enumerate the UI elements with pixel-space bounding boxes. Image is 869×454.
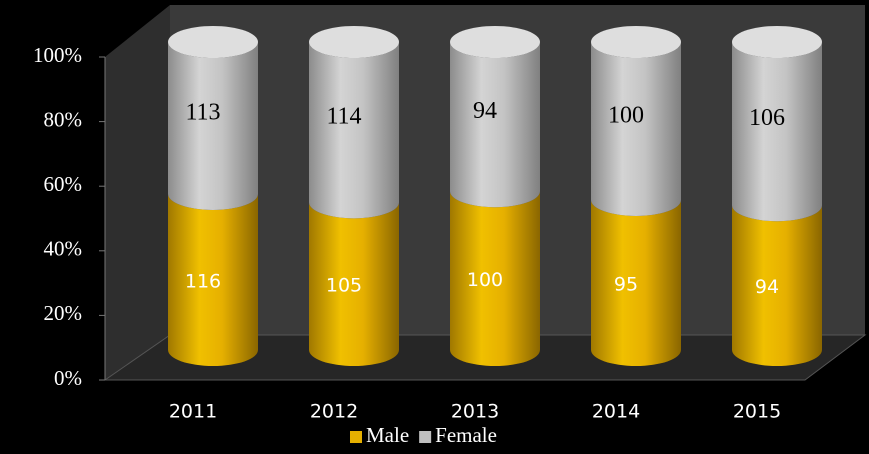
bar [732, 205, 822, 366]
bar [450, 42, 540, 208]
bar [591, 199, 681, 366]
female-label: 106 [749, 105, 785, 131]
legend-label: Male [366, 423, 409, 447]
female-label: 113 [185, 99, 220, 125]
x-tick-label: 2014 [592, 401, 640, 423]
y-tick-label: 60% [44, 172, 83, 196]
legend-label: Female [435, 423, 497, 447]
legend-swatch [350, 431, 362, 443]
legend-swatch [419, 431, 432, 443]
x-tick-label: 2013 [451, 401, 499, 423]
cylinder-top [168, 26, 258, 58]
y-tick-label: 20% [44, 301, 83, 325]
male-label: 116 [185, 270, 221, 292]
bar [450, 191, 540, 366]
bar [309, 42, 399, 219]
male-label: 95 [614, 273, 638, 295]
cylinder-top [450, 26, 540, 58]
x-tick-label: 2012 [310, 401, 358, 423]
bar [732, 42, 822, 222]
cylinder-top [309, 26, 399, 58]
x-tick-label: 2015 [733, 401, 781, 423]
female-label: 114 [326, 104, 361, 130]
male-label: 105 [326, 275, 362, 297]
y-tick-label: 0% [54, 366, 82, 390]
y-tick-label: 40% [44, 237, 83, 261]
y-tick-label: 80% [44, 107, 83, 131]
male-label: 94 [755, 276, 779, 298]
bar [591, 42, 681, 216]
cylinder-top [591, 26, 681, 58]
y-tick-label: 100% [33, 43, 82, 67]
x-tick-label: 2011 [169, 401, 217, 423]
bar [309, 202, 399, 366]
male-label: 100 [467, 269, 503, 291]
female-label: 100 [608, 102, 644, 128]
bar [168, 193, 258, 366]
bar [168, 42, 258, 210]
side-wall [105, 5, 170, 380]
cylinder-top [732, 26, 822, 58]
female-label: 94 [473, 98, 497, 124]
